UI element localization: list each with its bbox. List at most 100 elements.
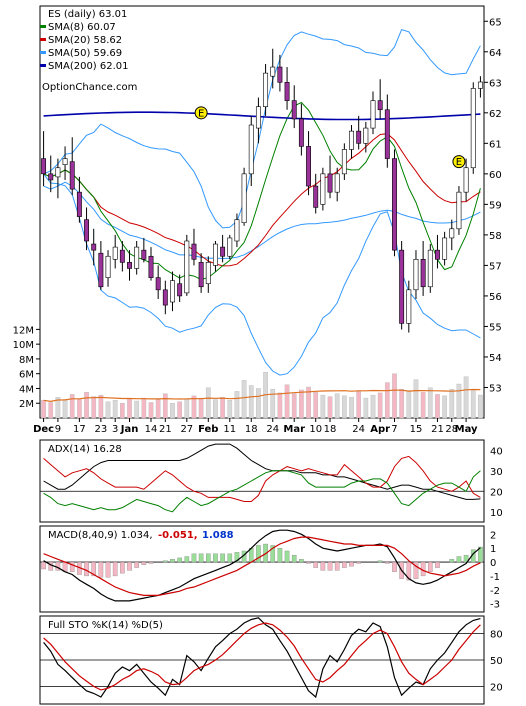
candle-body (105, 255, 111, 278)
date-tick-label-11: 18 (245, 424, 258, 435)
adx-series-0 (43, 443, 481, 500)
macd-histogram-bar (69, 561, 75, 572)
macd-histogram-bar (377, 560, 383, 563)
volume-bar (177, 401, 182, 419)
candle-body (170, 280, 175, 303)
price-tick-label-11: 54 (489, 353, 502, 364)
candle-body (141, 249, 147, 260)
date-tick-label-1: 9 (55, 424, 61, 435)
stochastic-tick-label-2: 20 (490, 682, 503, 693)
volume-bar (205, 387, 211, 419)
candle-body (84, 219, 89, 242)
candle-body (449, 228, 455, 239)
macd-tick-label-3: -1 (490, 572, 500, 583)
candle-body (327, 173, 333, 193)
volume-panel: 12M 10M 8M 6M 4M 2M (13, 325, 483, 419)
volume-bar (470, 390, 476, 419)
macd-histogram-bar (392, 561, 397, 572)
volume-bar (313, 391, 319, 419)
date-tick-label-7: 21 (159, 424, 172, 435)
macd-histogram-bar (177, 557, 182, 563)
date-tick-label-6: 14 (145, 424, 158, 435)
legend-swatch (40, 51, 46, 54)
macd-histogram-bar (478, 546, 483, 563)
macd-histogram-bar (91, 561, 97, 577)
macd-histogram-bar (427, 561, 433, 572)
macd-histogram-bar (220, 553, 225, 563)
macd-histogram-bar (141, 561, 147, 565)
macd-histogram-bar (205, 553, 211, 563)
candle-body (370, 100, 376, 129)
volume-bar (349, 397, 354, 419)
earnings-marker-icon (194, 106, 208, 120)
volume-bar (320, 394, 326, 419)
candle-body (427, 249, 433, 288)
date-tick-label-12: 24 (266, 424, 279, 435)
volume-bar (427, 387, 433, 419)
adx-title: ADX(14) 16.28 (48, 444, 122, 455)
volume-bar (112, 400, 118, 419)
macd-histogram-bar (84, 561, 89, 577)
date-tick-label-10: 11 (223, 424, 236, 435)
volume-bar (342, 395, 347, 419)
volume-tick-label-3: 6M (19, 370, 34, 381)
adx-tick-label-3: 10 (490, 508, 503, 519)
volume-bar (155, 399, 161, 419)
stochastic-series-0 (43, 617, 481, 699)
legend-entry-0: SMA(8) 60.07 (48, 22, 116, 33)
price-tick-label-12: 53 (489, 383, 502, 394)
macd-histogram-bar (413, 561, 419, 579)
candle-body (191, 243, 197, 260)
macd-histogram-bar (349, 561, 354, 567)
macd-hist-value: 1.088 (202, 530, 234, 541)
candle-body (399, 249, 405, 324)
price-tick-label-3: 62 (489, 109, 502, 120)
adx-series-1 (43, 455, 481, 502)
volume-bar (456, 383, 462, 419)
candle-body (91, 243, 97, 251)
legend-entry-3: SMA(200) 62.01 (48, 61, 129, 72)
price-panel: 65 64 63 62 61 60 59 58 57 56 55 54 53 E E ES (daily) 6… (39, 5, 502, 419)
macd-histogram-bar (170, 559, 175, 563)
sma50-line (43, 181, 481, 260)
candle-body (112, 246, 118, 260)
candle-body (270, 66, 276, 77)
candle-body (349, 130, 354, 150)
candle-body (62, 158, 68, 165)
earnings-marker-label: E (198, 108, 204, 119)
volume-tick-label-5: 2M (19, 399, 34, 410)
date-tick-label-14: 10 (309, 424, 322, 435)
macd-tick-label-2: 0 (490, 558, 496, 569)
candle-body (320, 173, 326, 205)
macd-histogram-bar (306, 561, 311, 564)
volume-bar (234, 391, 240, 419)
legend-entry-1: SMA(20) 58.62 (48, 35, 122, 46)
date-tick-label-13: Mar (283, 424, 305, 435)
candle-body (198, 262, 204, 288)
candle-body (277, 66, 283, 83)
date-tick-label-5: Jan (120, 424, 139, 435)
candle-body (377, 100, 383, 111)
macd-histogram-bar (163, 560, 168, 563)
macd-histogram-bar (463, 554, 469, 563)
macd-histogram-bar (227, 553, 233, 563)
date-tick-label-18: 7 (391, 424, 397, 435)
stochastic-tick-label-0: 80 (490, 630, 503, 641)
chart-title: ES (daily) 63.01 (48, 9, 127, 20)
candle-body (356, 130, 362, 144)
date-tick-label-0: Dec (33, 424, 54, 435)
stochastic-tick-label-1: 50 (490, 656, 503, 667)
macd-histogram-bar (112, 561, 118, 577)
macd-histogram-bar (277, 548, 283, 563)
date-axis: Dec 9 17 23 3 Jan 14 21 27 Feb 11 18 24 Mar 10 18 24 Apr 7… (33, 418, 478, 435)
macd-histogram-bar (456, 556, 462, 563)
macd-histogram-bar (320, 561, 326, 571)
volume-bar (334, 393, 340, 419)
volume-bar (141, 397, 147, 419)
legend-swatch (40, 38, 46, 41)
candle-body (48, 173, 54, 181)
adx-frame (39, 439, 485, 523)
price-tick-label-8: 57 (489, 261, 502, 272)
date-tick-label-19: 15 (410, 424, 423, 435)
candle-body (155, 277, 161, 291)
